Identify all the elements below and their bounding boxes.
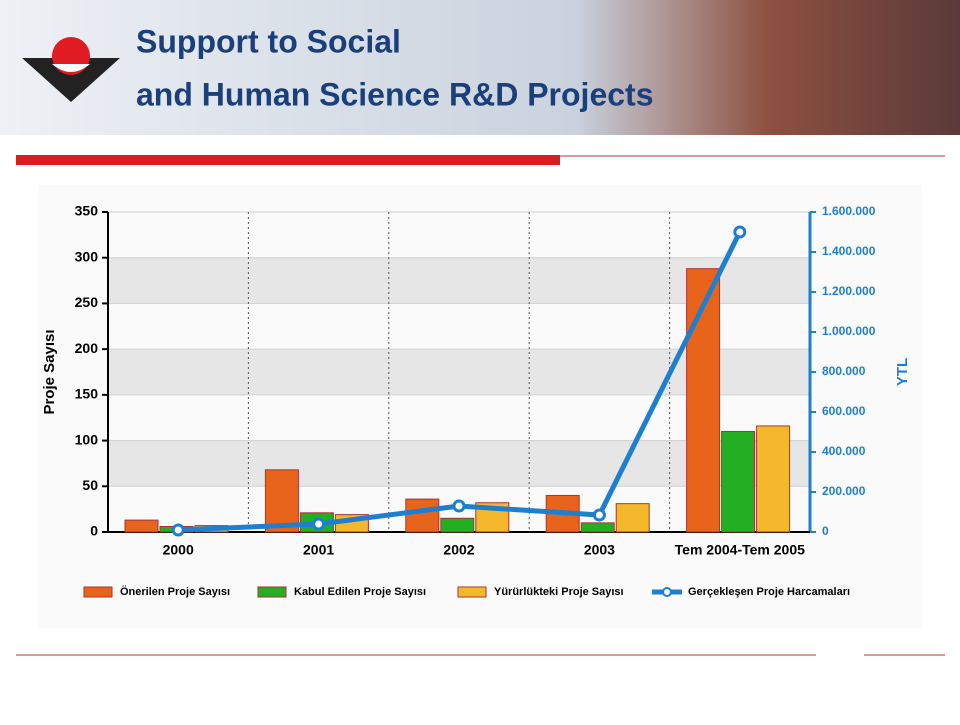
y2-tick-label: 1.400.000 (822, 244, 876, 258)
bar (440, 517, 475, 533)
y-axis-label: Proje Sayısı (41, 329, 58, 414)
x-tick-label: 2003 (584, 542, 615, 558)
y2-tick-label: 600.000 (822, 404, 866, 418)
chart-panel (38, 185, 922, 628)
y-tick-label: 150 (75, 386, 99, 402)
line-point (592, 508, 606, 522)
y2-tick-label: 400.000 (822, 444, 866, 458)
y-tick-label: 50 (82, 477, 98, 493)
y-tick-label: 250 (75, 294, 99, 310)
y-tick-label: 0 (90, 523, 98, 539)
y2-axis-label: YTL (894, 358, 911, 386)
y2-tick-label: 0 (822, 524, 829, 538)
y-tick-label: 100 (75, 431, 99, 447)
bar (686, 268, 721, 533)
y2-tick-label: 1.000.000 (822, 324, 876, 338)
x-tick-label: Tem 2004-Tem 2005 (675, 542, 805, 558)
y2-tick-label: 1.600.000 (822, 204, 876, 218)
title-line: Support to Social (136, 23, 401, 59)
y2-tick-label: 800.000 (822, 364, 866, 378)
legend-label: Gerçekleşen Proje Harcamaları (688, 586, 850, 598)
y-tick-label: 200 (75, 340, 99, 356)
x-tick-label: 2002 (443, 542, 474, 558)
legend-label: Kabul Edilen Proje Sayısı (294, 586, 426, 598)
logo (22, 37, 120, 102)
red-bar (16, 155, 560, 165)
bar (580, 522, 615, 533)
bar (264, 469, 299, 533)
line-point (733, 225, 747, 239)
legend-swatch (457, 586, 487, 598)
line-point (452, 499, 466, 513)
y-tick-label: 350 (75, 203, 99, 219)
legend-swatch (662, 587, 672, 597)
title-line: and Human Science R&D Projects (136, 76, 653, 112)
bar (124, 519, 159, 533)
legend-label: Önerilen Proje Sayısı (120, 585, 230, 598)
legend-label: Yürürlükteki Proje Sayısı (494, 586, 624, 598)
bar (405, 498, 440, 533)
y-tick-label: 300 (75, 248, 99, 264)
y2-tick-label: 200.000 (822, 484, 866, 498)
legend-swatch (257, 586, 287, 598)
header-background (0, 0, 960, 135)
line-point (171, 523, 185, 537)
legend-swatch (83, 586, 113, 598)
bar (756, 425, 791, 533)
x-tick-label: 2000 (163, 542, 194, 558)
bar (615, 503, 650, 533)
y2-tick-label: 1.200.000 (822, 284, 876, 298)
bar (721, 430, 756, 533)
line-point (312, 517, 326, 531)
x-tick-label: 2001 (303, 542, 334, 558)
